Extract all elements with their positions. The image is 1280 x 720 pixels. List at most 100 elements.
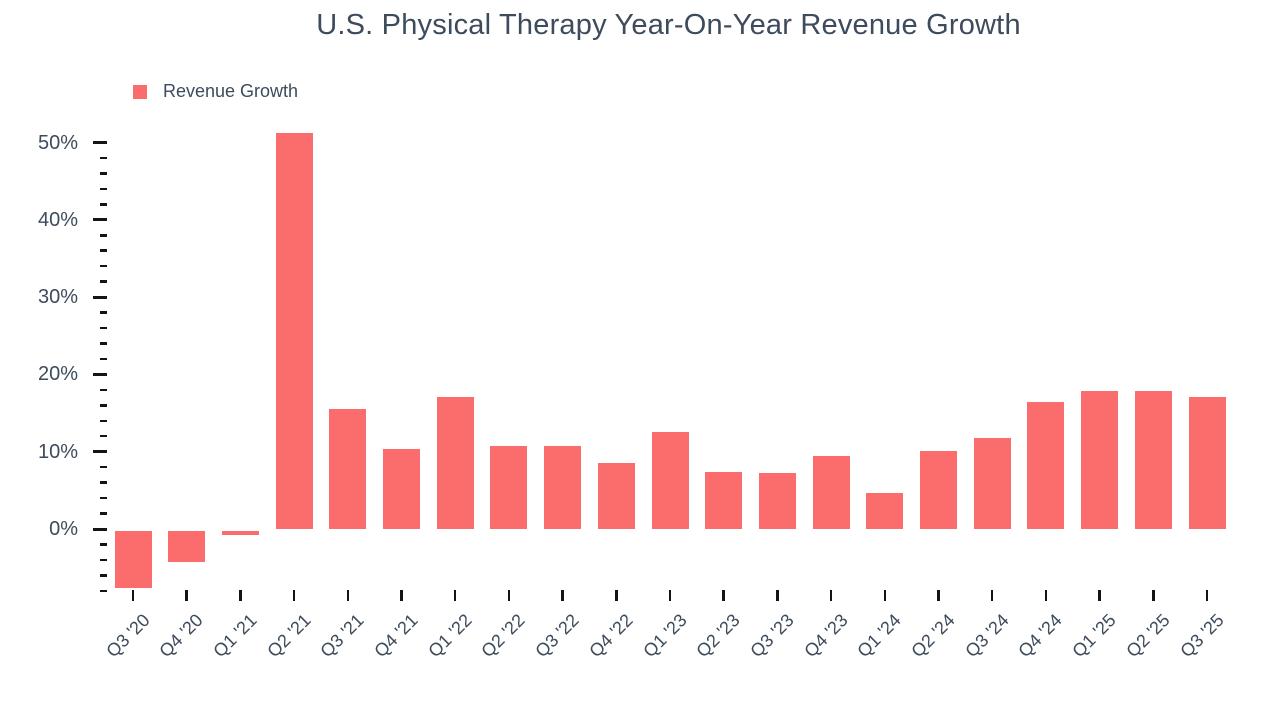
x-axis-label: Q2 '24 bbox=[907, 610, 959, 662]
x-axis-label: Q2 '21 bbox=[262, 610, 315, 662]
x-axis-label: Q3 '25 bbox=[1175, 610, 1228, 662]
x-tick bbox=[1205, 590, 1209, 601]
bar bbox=[597, 462, 635, 529]
y-minor-tick bbox=[100, 388, 107, 392]
y-minor-tick bbox=[100, 203, 107, 206]
x-axis-label: Q1 '22 bbox=[424, 610, 476, 662]
y-axis-label: 30% bbox=[37, 286, 78, 309]
y-minor-tick bbox=[100, 249, 107, 252]
y-major-tick bbox=[93, 372, 107, 376]
bar bbox=[866, 493, 904, 529]
x-tick bbox=[883, 590, 887, 601]
x-tick bbox=[615, 590, 618, 601]
y-minor-tick bbox=[100, 404, 107, 407]
x-axis-label: Q3 '23 bbox=[746, 610, 798, 662]
bar bbox=[383, 449, 420, 529]
bar bbox=[1081, 390, 1119, 529]
x-axis-label: Q1 '21 bbox=[209, 610, 261, 662]
x-tick bbox=[1044, 590, 1048, 601]
y-major-tick bbox=[93, 295, 107, 299]
bar bbox=[973, 437, 1011, 529]
legend: Revenue Growth bbox=[133, 81, 298, 102]
y-minor-tick bbox=[100, 187, 107, 191]
x-tick bbox=[1152, 590, 1155, 601]
y-major-tick bbox=[93, 141, 107, 144]
y-minor-tick bbox=[100, 589, 107, 593]
bar bbox=[1027, 402, 1065, 529]
x-tick bbox=[185, 590, 188, 601]
x-tick bbox=[292, 590, 296, 601]
y-axis-label: 0% bbox=[49, 518, 78, 540]
y-minor-tick bbox=[100, 512, 107, 515]
y-minor-tick bbox=[100, 326, 107, 330]
x-tick bbox=[239, 590, 242, 601]
x-tick bbox=[937, 590, 940, 601]
y-minor-tick bbox=[100, 496, 107, 500]
x-axis-label: Q4 '23 bbox=[799, 610, 852, 662]
bar bbox=[221, 530, 259, 536]
x-axis-label: Q1 '23 bbox=[638, 610, 691, 662]
x-axis-label: Q3 '21 bbox=[316, 610, 368, 662]
chart-title: U.S. Physical Therapy Year-On-Year Reven… bbox=[316, 9, 1021, 41]
y-minor-tick bbox=[100, 311, 107, 314]
y-minor-tick bbox=[100, 342, 107, 345]
x-axis-label: Q3 '24 bbox=[961, 610, 1013, 662]
x-tick bbox=[722, 590, 725, 601]
y-minor-tick bbox=[100, 156, 107, 160]
bar bbox=[812, 455, 850, 529]
legend-label: Revenue Growth bbox=[163, 81, 299, 101]
y-axis-label: 10% bbox=[37, 440, 78, 463]
x-axis-label: Q2 '23 bbox=[692, 610, 744, 662]
y-minor-tick bbox=[100, 558, 107, 562]
y-major-tick bbox=[93, 527, 107, 531]
x-tick bbox=[829, 590, 833, 601]
bar bbox=[114, 530, 152, 588]
x-axis-label: Q4 '20 bbox=[155, 610, 207, 662]
y-major-tick bbox=[93, 450, 107, 454]
bar bbox=[329, 409, 367, 529]
x-tick bbox=[1098, 590, 1101, 601]
bar bbox=[1188, 396, 1226, 529]
bar bbox=[490, 446, 528, 529]
bar bbox=[544, 446, 582, 529]
x-axis-label: Q2 '25 bbox=[1122, 610, 1174, 662]
x-tick bbox=[453, 590, 457, 601]
y-minor-tick bbox=[100, 481, 107, 484]
bar bbox=[651, 431, 689, 529]
bar bbox=[1134, 390, 1172, 529]
y-minor-tick bbox=[100, 465, 107, 469]
y-minor-tick bbox=[100, 357, 107, 361]
bar bbox=[275, 133, 313, 529]
x-axis-label: Q2 '22 bbox=[477, 610, 530, 662]
bar bbox=[168, 530, 206, 563]
y-minor-tick bbox=[100, 574, 107, 577]
y-minor-tick bbox=[100, 172, 107, 175]
x-tick bbox=[507, 590, 511, 601]
x-axis-label: Q4 '21 bbox=[370, 610, 422, 662]
bar bbox=[920, 450, 957, 529]
y-axis-label: 50% bbox=[37, 131, 78, 154]
y-minor-tick bbox=[100, 419, 107, 423]
x-tick bbox=[561, 590, 564, 601]
x-tick bbox=[668, 590, 672, 601]
bar bbox=[758, 472, 796, 529]
y-axis-label: 20% bbox=[37, 363, 78, 386]
x-tick bbox=[131, 590, 135, 601]
x-axis-label: Q4 '22 bbox=[585, 610, 637, 662]
x-tick bbox=[346, 590, 350, 601]
x-tick bbox=[990, 590, 994, 601]
bar bbox=[436, 396, 474, 529]
y-minor-tick bbox=[100, 280, 107, 283]
x-axis-label: Q4 '24 bbox=[1014, 610, 1067, 662]
y-minor-tick bbox=[100, 543, 107, 546]
y-major-tick bbox=[93, 218, 107, 222]
x-axis-label: Q3 '22 bbox=[531, 610, 583, 662]
x-axis-label: Q1 '25 bbox=[1068, 610, 1120, 662]
y-minor-tick bbox=[100, 434, 107, 438]
y-minor-tick bbox=[100, 264, 107, 268]
x-axis-label: Q1 '24 bbox=[853, 610, 905, 662]
bar bbox=[705, 471, 743, 529]
x-tick bbox=[776, 590, 779, 601]
